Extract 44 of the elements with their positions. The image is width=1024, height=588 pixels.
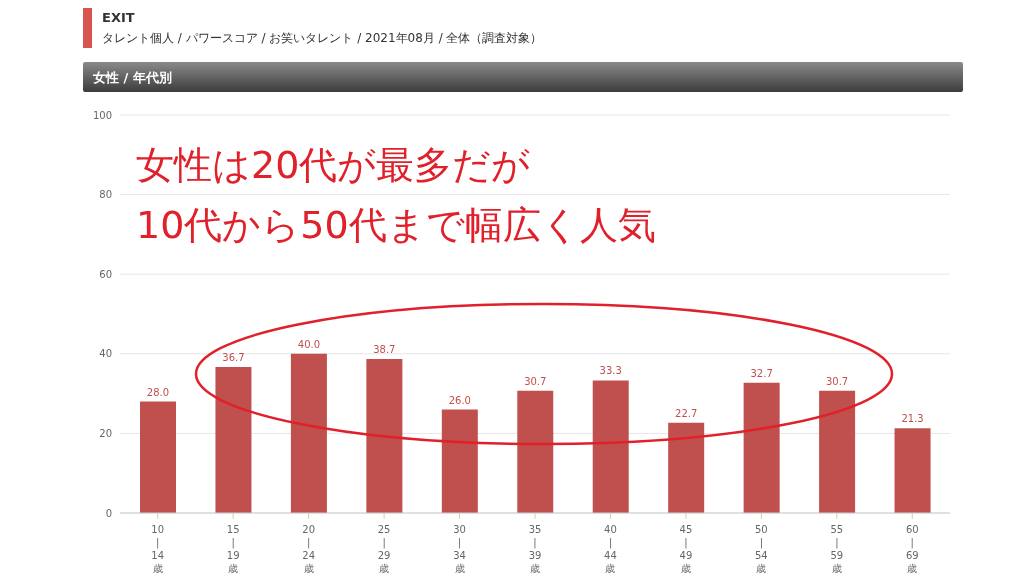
bar xyxy=(290,353,327,513)
data-label: 22.7 xyxy=(675,407,698,419)
text: 女性 / 年代別 xyxy=(93,69,172,87)
bar xyxy=(366,358,403,513)
y-tick-label: 20 xyxy=(99,427,112,439)
x-tick-label: 20 | 24 歳 xyxy=(302,524,315,574)
data-label: 40.0 xyxy=(297,338,321,350)
x-tick-label: 55 | 59 歳 xyxy=(830,524,844,574)
bar xyxy=(215,366,252,513)
bar xyxy=(819,390,856,513)
bar xyxy=(517,390,554,513)
data-label: 28.0 xyxy=(146,386,170,398)
x-tick-label: 25 | 29 歳 xyxy=(377,524,391,574)
data-label: 21.3 xyxy=(901,413,924,425)
y-tick-label: 60 xyxy=(99,268,112,280)
x-tick-label: 45 | 49 歳 xyxy=(679,524,693,574)
data-label: 38.7 xyxy=(373,343,396,355)
x-tick-label: 10 | 14 歳 xyxy=(151,524,165,574)
x-tick-label: 60 | 69 歳 xyxy=(905,524,919,574)
annotation: 女性は20代が最多だが xyxy=(136,142,531,189)
x-tick-label: 35 | 39 歳 xyxy=(528,524,542,574)
bar xyxy=(140,401,176,513)
bar xyxy=(668,422,705,513)
annotation: 10代から50代まで幅広く人気 xyxy=(136,202,656,249)
chart-subtitle: タレント個人 / パワースコア / お笑いタレント / 2021年08月 / 全体（調査対象） xyxy=(102,30,543,47)
bar xyxy=(894,428,931,513)
data-label: 30.7 xyxy=(825,375,849,387)
y-tick-label: 40 xyxy=(99,348,112,360)
bar xyxy=(743,382,780,513)
x-tick-label: 40 | 44 歳 xyxy=(604,524,617,574)
data-label: 33.3 xyxy=(599,365,622,377)
data-label: 30.7 xyxy=(524,375,547,387)
data-label: 32.7 xyxy=(750,367,773,379)
y-tick-label: 0 xyxy=(105,507,112,519)
bar xyxy=(592,380,629,513)
data-label: 36.7 xyxy=(222,351,245,363)
bar xyxy=(441,409,478,513)
x-tick-label: 50 | 54 歳 xyxy=(755,524,768,574)
data-label: 26.0 xyxy=(448,394,471,406)
chart-title: EXIT xyxy=(102,10,135,25)
x-tick-label: 15 | 19 歳 xyxy=(226,524,240,574)
y-tick-label: 80 xyxy=(99,189,112,201)
y-tick-label: 100 xyxy=(92,109,112,121)
x-tick-label: 30 | 34 歳 xyxy=(453,524,466,574)
